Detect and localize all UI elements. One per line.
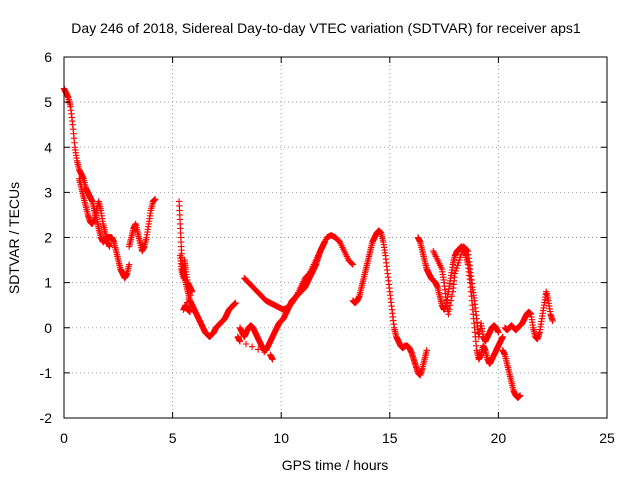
data-point — [232, 299, 239, 307]
data-point — [495, 329, 502, 336]
data-point — [242, 340, 250, 348]
data-point — [452, 267, 460, 275]
x-axis-label: GPS time / hours — [282, 457, 389, 473]
data-point — [248, 343, 256, 350]
y-tick-label: 1 — [44, 275, 52, 291]
data-point — [458, 248, 466, 256]
y-tick-label: 3 — [44, 184, 52, 200]
y-axis-label: SDTVAR / TECUs — [6, 182, 22, 294]
data-point — [455, 259, 462, 266]
y-tick-label: 5 — [44, 94, 52, 110]
x-tick-label: 15 — [382, 430, 398, 446]
data-point — [456, 254, 464, 261]
chart-title: Day 246 of 2018, Sidereal Day-to-day VTE… — [71, 20, 581, 36]
data-point — [187, 292, 194, 299]
data-point — [236, 338, 244, 345]
y-tick-label: -2 — [40, 410, 53, 426]
data-point — [447, 297, 455, 304]
data-point — [456, 256, 463, 264]
data-point — [446, 306, 453, 313]
y-tick-label: 0 — [44, 320, 52, 336]
data-point — [445, 311, 452, 318]
ticks-layer: 0 5 10 15 20 25 -2 -1 0 1 2 3 4 5 6 — [40, 49, 615, 446]
data-point — [463, 246, 471, 254]
x-tick-label: 10 — [273, 430, 289, 446]
data-point — [448, 292, 456, 300]
x-tick-label: 20 — [491, 430, 507, 446]
data-point — [454, 262, 461, 269]
data-point — [269, 356, 276, 363]
data-point — [446, 301, 454, 309]
data-point — [348, 260, 356, 267]
data-point — [125, 261, 133, 268]
data-point — [453, 264, 460, 272]
data-point — [349, 261, 357, 268]
data-point — [516, 392, 524, 399]
data-point — [106, 243, 113, 250]
data-point — [186, 308, 194, 316]
data-point — [254, 346, 262, 353]
x-tick-label: 25 — [599, 430, 615, 446]
data-point — [451, 270, 459, 277]
y-tick-label: 6 — [44, 49, 52, 65]
points-layer — [60, 85, 556, 401]
x-tick-label: 0 — [60, 430, 68, 446]
data-point — [261, 348, 268, 356]
data-point — [549, 317, 556, 325]
data-point — [499, 333, 506, 340]
y-tick-label: 4 — [44, 139, 52, 155]
data-point — [457, 251, 465, 258]
data-point — [185, 295, 192, 303]
data-point — [423, 347, 430, 354]
data-point — [188, 288, 196, 295]
y-tick-label: 2 — [44, 230, 52, 246]
x-tick-label: 5 — [169, 430, 177, 446]
y-tick-label: -1 — [40, 365, 53, 381]
data-point — [152, 195, 159, 203]
